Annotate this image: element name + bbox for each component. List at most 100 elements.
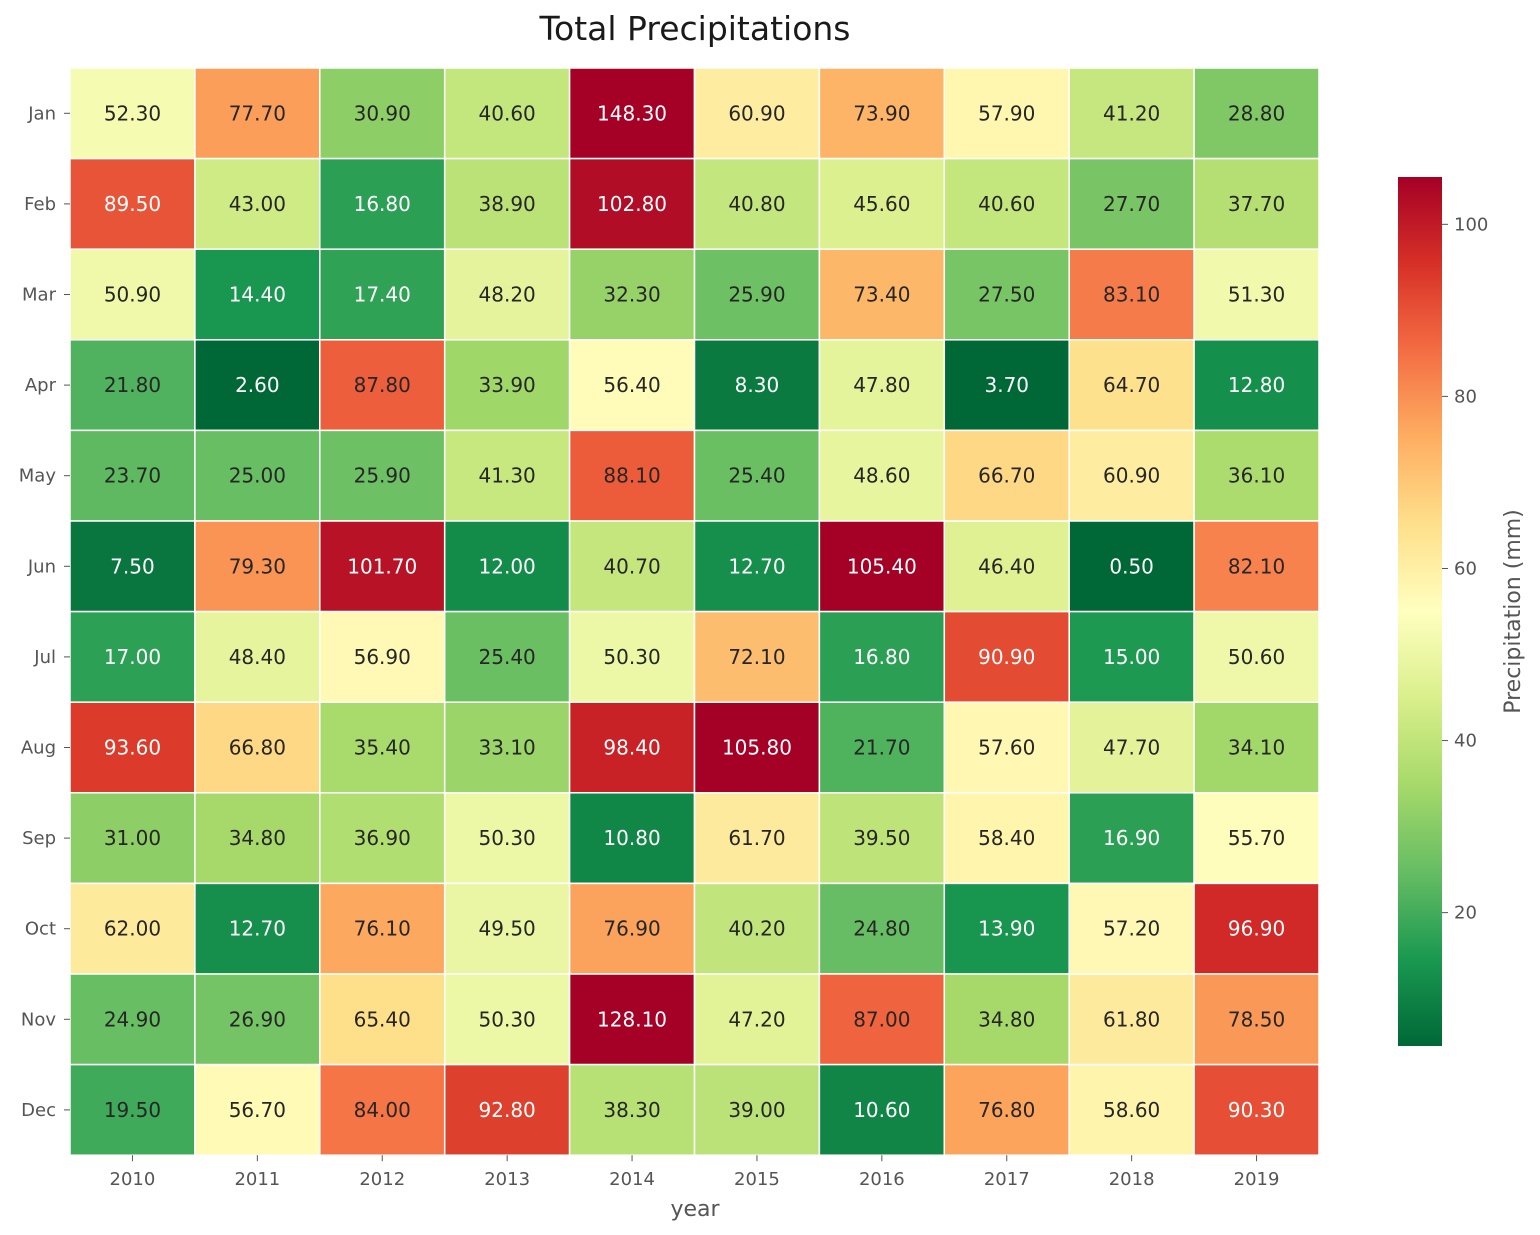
cell-value-label: 105.80 [722,736,792,760]
heatmap-cell [1193,973,1320,1066]
cell-value-label: 25.90 [728,283,785,307]
cell-value-label: 40.80 [728,192,785,216]
heatmap-cell [1068,520,1195,613]
heatmap-cell [1193,882,1320,975]
y-tick-label: Jul [33,647,56,668]
cell-value-label: 8.30 [735,373,780,397]
cell-value-label: 88.10 [603,464,660,488]
heatmap-cell [1193,339,1320,432]
cell-value-label: 89.50 [104,192,161,216]
cell-value-label: 57.90 [978,101,1035,125]
cell-value-label: 34.80 [978,1007,1035,1031]
cell-value-label: 38.90 [479,192,536,216]
cell-value-label: 128.10 [597,1007,667,1031]
cell-value-label: 73.40 [853,283,910,307]
heatmap-cell [943,701,1070,794]
cell-value-label: 50.30 [479,1007,536,1031]
heatmap-cell [1193,429,1320,522]
cell-value-label: 43.00 [229,192,286,216]
y-tick-label: Jun [27,556,56,577]
y-tick-label: Oct [25,919,56,940]
cell-value-label: 10.80 [603,826,660,850]
heatmap-cell [319,701,446,794]
heatmap-cell [443,67,571,160]
cell-value-label: 25.40 [479,645,536,669]
heatmap-cell [693,701,821,794]
heatmap-cell [319,1063,446,1156]
heatmap-cell [319,248,446,341]
cell-value-label: 66.80 [229,736,286,760]
cell-value-label: 47.70 [1103,736,1160,760]
heatmap-cell [818,701,946,794]
cell-value-label: 39.50 [853,826,910,850]
heatmap-cells: 52.30 77.70 30.90 40.60 148.30 60.90 73.90 57.9… [69,67,1320,1156]
heatmap-cell [943,248,1070,341]
x-tick-label: 2018 [1109,1169,1155,1190]
cell-value-label: 72.10 [728,645,785,669]
heatmap-cell [693,429,821,522]
cell-value-label: 16.80 [354,192,411,216]
cell-value-label: 87.80 [354,373,411,397]
cell-value-label: 46.40 [978,554,1035,578]
x-tick-label: 2011 [234,1169,280,1190]
heatmap-cell [1193,1063,1320,1156]
cell-value-label: 36.10 [1228,464,1285,488]
heatmap-cell [69,610,196,703]
heatmap-cell [1193,157,1320,250]
cell-value-label: 12.70 [728,554,785,578]
heatmap-cell [568,973,696,1066]
heatmap-cell [1068,1063,1195,1156]
cell-value-label: 78.50 [1228,1007,1285,1031]
heatmap-cell [693,520,821,613]
heatmap-cell [1068,157,1195,250]
cell-value-label: 73.90 [853,101,910,125]
cell-value-label: 15.00 [1103,645,1160,669]
cell-value-label: 28.80 [1228,101,1285,125]
cell-value-label: 24.90 [104,1007,161,1031]
x-tick-label: 2019 [1234,1169,1280,1190]
x-tick-label: 2012 [359,1169,405,1190]
cell-value-label: 50.90 [104,283,161,307]
cell-value-label: 64.70 [1103,373,1160,397]
heatmap-cell [943,67,1070,160]
cell-value-label: 0.50 [1109,554,1154,578]
cell-value-label: 19.50 [104,1098,161,1122]
heatmap-cell [319,520,446,613]
cell-value-label: 51.30 [1228,283,1285,307]
heatmap-cell [194,701,321,794]
cell-value-label: 58.60 [1103,1098,1160,1122]
heatmap-cell [69,339,196,432]
cell-value-label: 92.80 [479,1098,536,1122]
cell-value-label: 47.20 [728,1007,785,1031]
cell-value-label: 66.70 [978,464,1035,488]
cell-value-label: 12.00 [479,554,536,578]
heatmap-cell [693,67,821,160]
heatmap-cell [319,792,446,885]
cell-value-label: 41.20 [1103,101,1160,125]
cell-value-label: 79.30 [229,554,286,578]
cell-value-label: 37.70 [1228,192,1285,216]
colorbar-tick-label: 20 [1454,903,1477,924]
cell-value-label: 50.60 [1228,645,1285,669]
heatmap-cell [568,520,696,613]
heatmap-cell [443,701,571,794]
cell-value-label: 33.90 [479,373,536,397]
cell-value-label: 25.00 [229,464,286,488]
cell-value-label: 76.80 [978,1098,1035,1122]
cell-value-label: 148.30 [597,101,667,125]
x-axis-ticks: 2010 2011 2012 2013 2014 2015 2016 2017 2018 2019 [110,1155,1280,1190]
heatmap-cell [443,157,571,250]
heatmap-cell [568,792,696,885]
y-tick-label: Dec [21,1100,56,1121]
heatmap-cell [1193,67,1320,160]
heatmap-cell [943,1063,1070,1156]
cell-value-label: 55.70 [1228,826,1285,850]
cell-value-label: 48.40 [229,645,286,669]
heatmap-cell [194,973,321,1066]
cell-value-label: 13.90 [978,917,1035,941]
cell-value-label: 12.70 [229,917,286,941]
cell-value-label: 12.80 [1228,373,1285,397]
cell-value-label: 61.70 [728,826,785,850]
y-axis-ticks: Jan Feb Mar Apr May Jun Jul Aug Sep Oct Nov Dec [19,103,70,1121]
